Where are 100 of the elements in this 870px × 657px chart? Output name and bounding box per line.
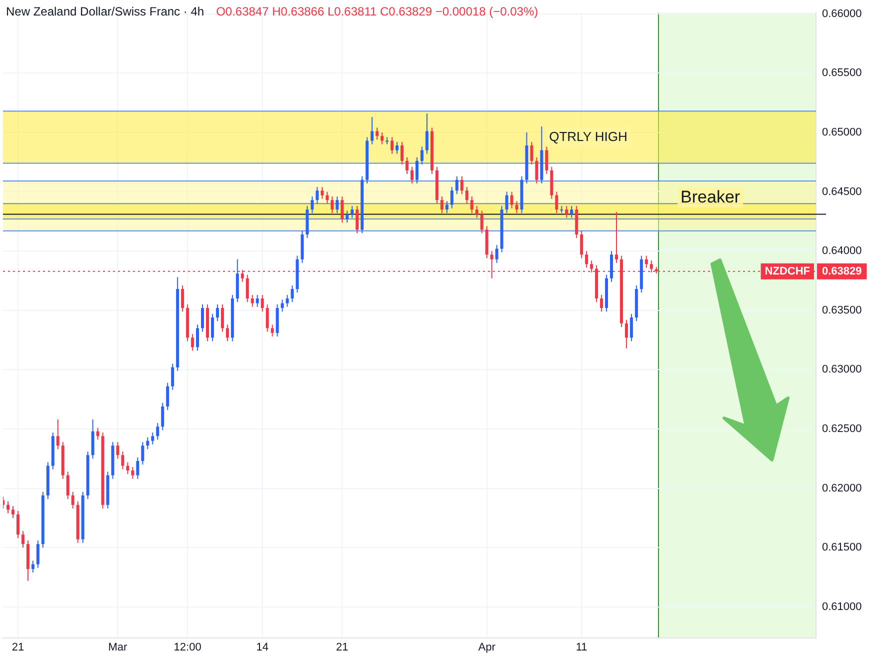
candlestick xyxy=(455,176,458,195)
annotation: QTRLY HIGH xyxy=(549,129,628,144)
annotation: Breaker xyxy=(680,187,740,206)
candlestick xyxy=(330,196,334,214)
candlestick xyxy=(510,191,514,209)
y-tick-label: 0.61000 xyxy=(822,600,862,613)
candlestick xyxy=(116,442,120,460)
candlestick xyxy=(290,284,294,303)
candlestick xyxy=(21,530,24,548)
candlestick xyxy=(346,210,349,224)
candlestick xyxy=(196,324,200,352)
candlestick xyxy=(316,186,319,204)
candlestick xyxy=(171,363,174,390)
y-tick-label: 0.63000 xyxy=(822,364,862,376)
candlestick xyxy=(370,116,374,145)
candlestick xyxy=(226,324,229,342)
candlestick xyxy=(280,299,284,312)
y-tick-label: 0.63500 xyxy=(822,304,862,316)
candlestick xyxy=(545,146,548,174)
y-tick-label: 0.65500 xyxy=(822,67,862,80)
candlestick xyxy=(475,205,478,218)
candlestick xyxy=(406,156,409,174)
candlestick xyxy=(396,141,399,154)
candlestick xyxy=(250,294,254,308)
y-tick-label: 0.64000 xyxy=(822,245,862,258)
candlestick xyxy=(121,451,124,470)
candlestick xyxy=(320,186,324,200)
x-tick-label: 21 xyxy=(12,641,24,654)
x-tick-label: Apr xyxy=(478,641,496,654)
candlestick xyxy=(11,506,14,518)
candlestick xyxy=(266,304,269,332)
x-tick-label: 21 xyxy=(336,641,348,654)
candlestick xyxy=(310,196,314,214)
y-tick-label: 0.66000 xyxy=(822,8,862,20)
y-tick-label: 0.65000 xyxy=(822,126,862,138)
candlestick xyxy=(16,510,20,539)
candlestick xyxy=(66,471,70,500)
candlestick xyxy=(614,211,618,264)
candlestick xyxy=(136,456,140,480)
candlestick xyxy=(220,304,224,332)
candlestick xyxy=(161,402,164,431)
x-tick-label: 12:00 xyxy=(174,641,202,654)
candlestick xyxy=(260,294,264,312)
candlestick xyxy=(6,500,10,514)
candlestick xyxy=(420,146,424,165)
candlestick xyxy=(270,324,274,337)
candlestick xyxy=(156,422,160,440)
candlestick xyxy=(644,255,648,268)
candlestick xyxy=(96,427,100,440)
candlestick xyxy=(415,156,418,184)
candlestick xyxy=(36,540,40,568)
y-tick-label: 0.62500 xyxy=(822,423,862,436)
candlestick xyxy=(146,436,150,450)
candlestick xyxy=(356,205,359,234)
candlestick xyxy=(151,432,154,445)
candlestick xyxy=(390,136,394,154)
candlestick xyxy=(246,274,249,303)
x-tick-label: 14 xyxy=(256,641,268,654)
x-tick-label: 11 xyxy=(576,641,588,654)
candlestick xyxy=(31,560,34,574)
candlestick xyxy=(460,176,464,195)
candlestick xyxy=(191,334,194,352)
candlestick xyxy=(410,166,414,184)
candlestick xyxy=(565,205,568,218)
y-tick-label: 0.63829 xyxy=(822,265,862,278)
candlestick xyxy=(256,294,259,308)
candlestick xyxy=(570,205,574,218)
candlestick xyxy=(71,491,74,509)
candlestick xyxy=(400,141,404,165)
candlestick xyxy=(580,230,584,259)
candlestick xyxy=(505,191,508,214)
candlestick xyxy=(624,319,628,349)
candlestick xyxy=(56,419,60,450)
candlestick xyxy=(495,244,498,264)
candlestick xyxy=(465,186,468,204)
y-tick-label: 0.61500 xyxy=(822,542,862,554)
candlestick xyxy=(450,186,454,209)
ref-line-label: NZDCHF xyxy=(764,265,810,278)
candlestick xyxy=(470,196,474,214)
candlestick xyxy=(286,294,289,308)
candlestick xyxy=(630,313,633,342)
candlestick xyxy=(326,191,329,204)
y-tick-label: 0.62000 xyxy=(822,482,862,494)
candlestick xyxy=(340,196,344,224)
candlestick xyxy=(515,200,518,214)
candlestick xyxy=(425,112,428,154)
x-tick-label: Mar xyxy=(108,641,128,654)
candlestick xyxy=(336,196,339,214)
candlestick xyxy=(440,196,444,214)
candlestick xyxy=(126,462,130,475)
candlestick xyxy=(600,294,604,312)
candlestick xyxy=(350,205,354,218)
candlestick xyxy=(91,419,94,460)
candlestick xyxy=(480,210,484,234)
candlestick xyxy=(201,304,204,332)
y-tick-label: 0.64500 xyxy=(822,186,862,198)
candlestick xyxy=(555,191,558,214)
candlestick xyxy=(216,304,219,322)
candlestick xyxy=(585,250,588,268)
candlestick xyxy=(131,466,134,480)
